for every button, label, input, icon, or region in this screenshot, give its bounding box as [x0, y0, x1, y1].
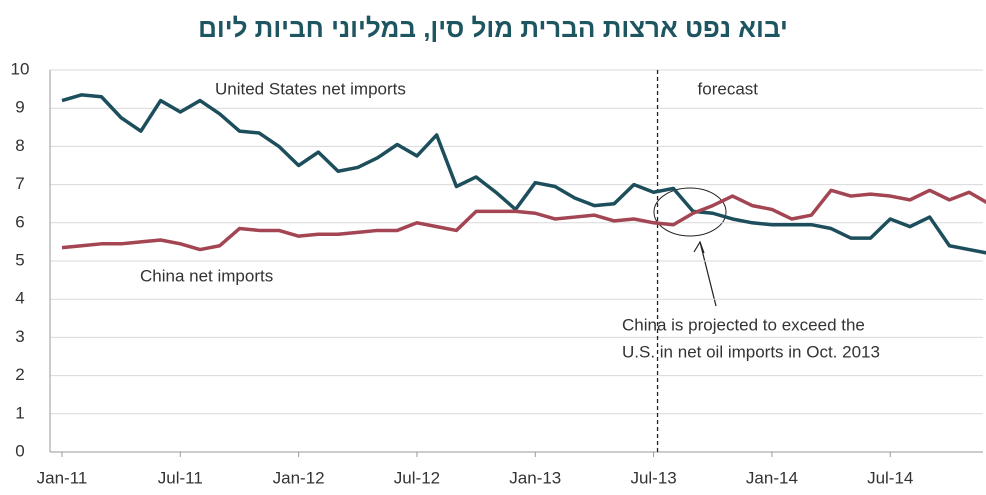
y-tick-label: 3 [15, 327, 24, 346]
arrow-head [693, 240, 705, 254]
series-label: United States net imports [215, 79, 406, 98]
y-tick-label: 9 [15, 98, 24, 117]
x-tick-label: Jan-13 [509, 468, 561, 487]
y-tick-label: 5 [15, 250, 24, 269]
y-tick-label: 6 [15, 212, 24, 231]
x-tick-label: Jan-12 [273, 468, 325, 487]
y-tick-label: 4 [15, 289, 24, 308]
series-label: China net imports [140, 266, 273, 285]
x-tick-label: Jul-11 [158, 468, 203, 487]
highlight-ellipse [653, 187, 727, 237]
series-line [61, 188, 986, 252]
x-tick-label: Jan-14 [746, 468, 798, 487]
x-tick-label: Jul-14 [867, 468, 913, 487]
x-tick-label: Jan-11 [37, 468, 88, 487]
y-tick-label: 1 [15, 403, 24, 422]
series-line [61, 93, 986, 255]
annotation-text: China is projected to exceed the [622, 315, 865, 334]
y-tick-label: 0 [15, 441, 24, 460]
x-tick-label: Jul-13 [630, 468, 676, 487]
chart-title: יבוא נפט ארצות הברית מול סין, במליוני חב… [198, 13, 788, 43]
y-tick-label: 10 [11, 59, 30, 78]
forecast-label: forecast [698, 79, 759, 98]
y-tick-label: 8 [15, 136, 24, 155]
y-tick-label: 2 [15, 365, 24, 384]
x-tick-label: Jul-12 [394, 468, 440, 487]
y-tick-label: 7 [15, 174, 24, 193]
annotation-text: U.S. in net oil imports in Oct. 2013 [622, 342, 880, 361]
annotation-arrow [699, 241, 717, 307]
